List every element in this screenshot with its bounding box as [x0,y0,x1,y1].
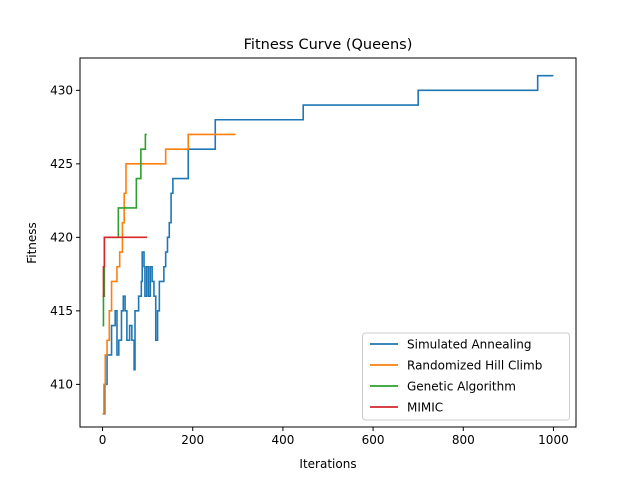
axes-frame [79,57,577,428]
x-axis-ticks: 0 200 400 600 800 1000 [99,427,569,447]
series-line-0 [102,74,554,415]
x-tick-label: 1000 [538,433,569,447]
x-tick-label: 600 [362,433,385,447]
x-tick-label: 200 [181,433,204,447]
legend-label-0: Simulated Annealing [407,338,532,352]
y-tick-label: 410 [50,377,73,391]
legend-label-2: Genetic Algorithm [407,380,516,394]
chart-title: Fitness Curve (Queens) [244,37,413,53]
x-axis-label: Iterations [299,457,356,471]
y-axis-ticks: 410 415 420 425 430 [50,83,80,391]
y-axis-label: Fitness [25,222,39,264]
y-tick-label: 415 [50,304,73,318]
legend-label-3: MIMIC [407,401,443,415]
y-tick-label: 420 [50,230,73,244]
x-tick-label: 400 [271,433,294,447]
series-line-1 [102,133,236,415]
x-tick-label: 0 [99,433,107,447]
legend-label-1: Randomized Hill Climb [407,359,542,373]
y-tick-label: 430 [50,83,73,97]
legend: Simulated Annealing Randomized Hill Climb… [362,332,570,421]
series-line-3 [102,236,148,297]
y-tick-label: 425 [50,157,73,171]
plot-lines [102,74,554,415]
legend-box [362,332,570,421]
x-tick-label: 800 [452,433,475,447]
